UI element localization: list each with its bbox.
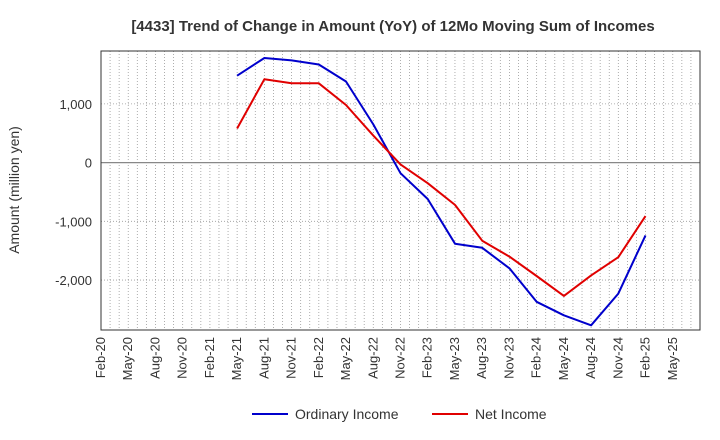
x-tick-label: Nov-22 [393,337,408,379]
y-axis-label: Amount (million yen) [6,126,22,254]
x-tick-label: Feb-22 [311,337,326,378]
x-tick-label: Feb-25 [638,337,653,378]
series-line-net-income [236,78,647,297]
y-tick-label: -1,000 [55,214,92,229]
x-tick-label: May-23 [447,337,462,380]
x-tick-label: Nov-23 [501,337,516,379]
grid [101,51,700,330]
x-tick-label: Aug-22 [365,337,380,379]
x-tick-label: Feb-20 [93,337,108,378]
x-tick-label: May-24 [556,337,571,380]
y-tick-label: 1,000 [59,97,92,112]
y-tick-label: -2,000 [55,273,92,288]
x-tick-label: Nov-20 [175,337,190,379]
x-tick-label: May-25 [665,337,680,380]
x-tick-label: Nov-24 [610,337,625,379]
x-tick-label: Aug-20 [147,337,162,379]
x-tick-label: Aug-24 [583,337,598,379]
legend-label: Net Income [475,406,547,422]
plot-frame [100,50,701,331]
x-tick-label: Feb-21 [202,337,217,378]
y-tick-label: 0 [85,156,92,171]
x-tick-label: Nov-21 [284,337,299,379]
x-tick-label: Aug-21 [256,337,271,379]
y-tick-labels: 1,000 0 -1,000 -2,000 [55,97,92,288]
legend-label: Ordinary Income [295,406,399,422]
legend: Ordinary Income Net Income [252,406,547,422]
x-tick-label: Feb-24 [529,337,544,378]
x-tick-label: May-22 [338,337,353,380]
x-tick-labels: Feb-20 May-20 Aug-20 Nov-20 Feb-21 May-21 Aug-… [93,337,680,380]
series-line-ordinary-income [236,57,647,327]
x-tick-label: May-20 [120,337,135,380]
x-tick-label: Feb-23 [420,337,435,378]
chart-title: [4433] Trend of Change in Amount (YoY) o… [131,18,654,35]
x-tick-label: May-21 [229,337,244,380]
x-tick-label: Aug-23 [474,337,489,379]
series-layer [236,57,647,327]
